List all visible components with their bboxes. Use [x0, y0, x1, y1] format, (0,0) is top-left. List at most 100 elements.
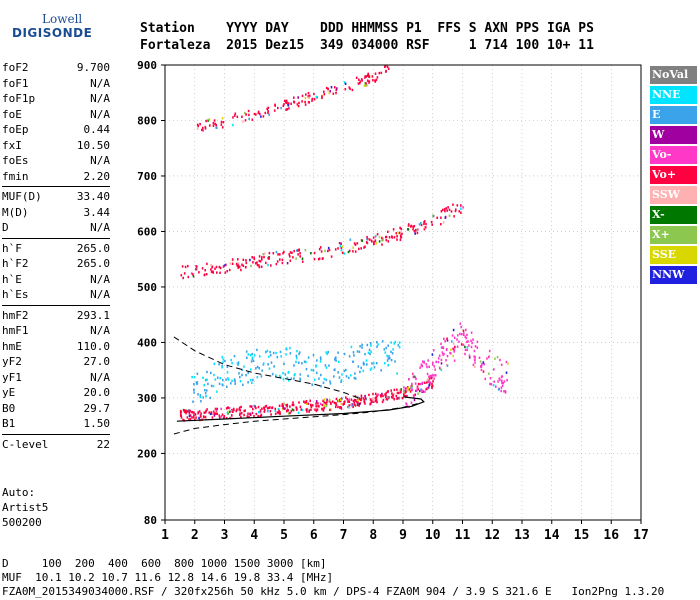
echo-point	[208, 118, 211, 121]
param-value: 2.20	[83, 169, 111, 183]
echo-point	[261, 407, 263, 410]
echo-point	[227, 378, 230, 381]
echo-point	[200, 412, 202, 415]
x-tick-label: 1	[161, 528, 169, 543]
echo-point	[263, 255, 265, 259]
echo-point	[331, 400, 334, 403]
echo-point	[269, 410, 272, 413]
echo-point	[193, 391, 195, 394]
echo-point	[431, 374, 434, 377]
echo-point	[291, 251, 293, 254]
echo-point	[486, 357, 488, 360]
echo-point	[193, 383, 195, 386]
echo-point	[415, 377, 417, 381]
echo-point	[279, 412, 281, 416]
echo-point	[224, 359, 226, 363]
echo-point	[196, 382, 198, 386]
echo-point	[347, 405, 349, 409]
echo-point	[202, 126, 204, 130]
echo-point	[301, 260, 304, 263]
param-value: N/A	[90, 154, 110, 167]
echo-point	[352, 250, 354, 253]
echo-point	[342, 403, 344, 406]
echo-point	[478, 356, 481, 359]
echo-point	[387, 240, 390, 243]
echo-point	[285, 347, 287, 350]
echo-point	[188, 409, 191, 412]
echo-point	[350, 404, 353, 407]
echo-point	[364, 75, 367, 78]
echo-point	[279, 374, 281, 378]
echo-point	[378, 235, 381, 239]
echo-point	[367, 72, 369, 75]
echo-point	[380, 71, 383, 75]
echo-point	[335, 402, 337, 405]
echo-point	[319, 360, 322, 363]
echo-point	[213, 413, 215, 416]
echo-point	[218, 382, 221, 385]
echo-point	[338, 241, 341, 245]
echo-point	[298, 351, 301, 354]
echo-point	[221, 117, 224, 120]
echo-point	[380, 369, 382, 372]
echo-point	[493, 368, 495, 371]
echo-point	[179, 412, 182, 415]
echo-point	[387, 230, 389, 233]
echo-point	[204, 411, 207, 414]
param-row: MUF(D) 33.40	[2, 189, 110, 205]
echo-point	[231, 379, 233, 382]
echo-point	[462, 206, 464, 209]
echo-point	[391, 236, 394, 239]
param-row: h`E N/A	[2, 272, 110, 288]
echo-point	[295, 406, 297, 409]
echo-point	[374, 392, 377, 396]
echo-point	[365, 82, 367, 85]
echo-point	[427, 380, 429, 384]
echo-point	[305, 368, 308, 371]
echo-point	[285, 101, 287, 104]
param-row: hmF1 N/A	[2, 323, 110, 339]
echo-point	[344, 400, 346, 403]
echo-point	[199, 394, 202, 397]
echo-point	[385, 391, 388, 395]
echo-point	[286, 376, 289, 380]
echo-point	[408, 388, 411, 391]
echo-point	[320, 385, 322, 388]
echo-point	[285, 99, 288, 103]
echo-point	[257, 411, 260, 414]
echo-point	[353, 403, 356, 406]
x-tick-label: 14	[544, 528, 560, 543]
echo-point	[285, 353, 287, 356]
echo-point	[404, 389, 407, 393]
echo-point	[407, 386, 409, 390]
echo-point	[375, 399, 377, 403]
echo-point	[382, 398, 385, 402]
echo-point	[500, 375, 503, 379]
echo-point	[386, 396, 389, 399]
echo-point	[446, 354, 449, 358]
echo-point	[442, 221, 445, 224]
echo-point	[220, 407, 222, 411]
echo-point	[401, 232, 403, 236]
echo-point	[288, 412, 290, 415]
echo-point	[369, 342, 372, 345]
x-tick-label: 2	[191, 528, 199, 543]
echo-point	[361, 79, 363, 82]
echo-point	[403, 390, 405, 393]
echo-point	[355, 399, 357, 402]
footer-muf-row: MUF 10.1 10.2 10.7 11.6 12.8 14.6 19.8 3…	[2, 571, 334, 584]
echo-point	[346, 397, 348, 401]
echo-point	[267, 263, 269, 267]
echo-point	[307, 95, 310, 98]
echo-point	[181, 265, 184, 268]
echo-point	[353, 376, 356, 380]
echo-point	[204, 389, 206, 392]
echo-point	[368, 348, 371, 352]
param-value: 10.50	[76, 138, 110, 152]
echo-point	[270, 361, 273, 364]
echo-point	[308, 96, 310, 99]
echo-point	[219, 377, 221, 380]
echo-point	[420, 364, 423, 367]
echo-point	[325, 404, 328, 408]
echo-point	[199, 122, 201, 126]
